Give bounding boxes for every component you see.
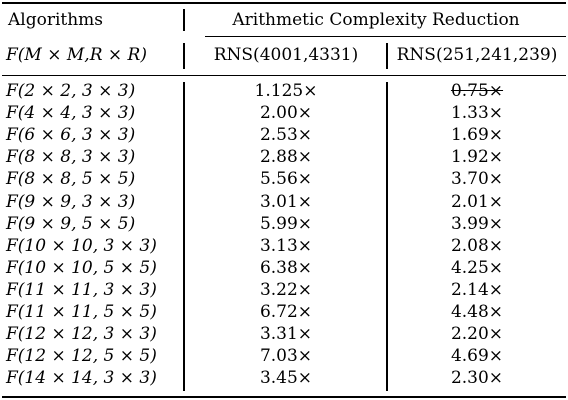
rns251-value-cell: 4.48× xyxy=(450,302,504,322)
rns4001-value-cell: 7.03× xyxy=(259,346,313,367)
rns251-value-cell: 2.14× xyxy=(450,279,504,300)
header-vrule-3 xyxy=(386,43,388,69)
rns4001-value-cell: 1.125× xyxy=(254,81,318,101)
algorithm-cell: F(12 × 12, 5 × 5) xyxy=(6,346,157,367)
header-bottom-rule xyxy=(2,75,566,76)
algorithm-cell: F(2 × 2, 3 × 3) xyxy=(6,81,136,101)
rns4001-value-cell: 3.31× xyxy=(259,324,313,345)
algorithm-cell: F(6 × 6, 3 × 3) xyxy=(6,125,136,146)
rns4001-value-cell: 5.56× xyxy=(259,169,313,190)
top-rule xyxy=(2,2,566,4)
rns4001-value-cell: 5.99× xyxy=(259,213,313,234)
header-mid-rule xyxy=(205,36,566,37)
algorithm-cell: F(4 × 4, 3 × 3) xyxy=(6,103,136,124)
header-vrule-2 xyxy=(183,43,185,69)
header-col2: RNS(251,241,239) xyxy=(396,45,558,65)
rns4001-value-cell: 2.53× xyxy=(259,125,313,146)
rns251-value-cell: 2.30× xyxy=(450,368,504,389)
rns251-value-cell: 3.99× xyxy=(450,213,504,234)
algorithm-cell: F(8 × 8, 3 × 3) xyxy=(6,147,136,168)
algorithm-cell: F(11 × 11, 3 × 3) xyxy=(6,279,157,300)
header-param: F(M × M,R × R) xyxy=(6,45,147,65)
algorithm-cell: F(12 × 12, 3 × 3) xyxy=(6,324,157,345)
rns251-value-cell: 2.08× xyxy=(450,235,504,256)
rns251-value-cell: 1.33× xyxy=(450,103,504,124)
rns251-value-cell: 3.70× xyxy=(450,169,504,190)
rns251-value-cell: 1.69× xyxy=(450,125,504,146)
algorithm-cell: F(9 × 9, 3 × 3) xyxy=(6,191,136,212)
header-col1: RNS(4001,4331) xyxy=(213,45,359,65)
body-vrule-2 xyxy=(386,82,388,391)
rns4001-value-cell: 3.22× xyxy=(259,279,313,300)
body-vrule-1 xyxy=(183,82,185,391)
algorithm-cell: F(9 × 9, 5 × 5) xyxy=(6,213,136,234)
rns4001-value-cell: 6.72× xyxy=(259,302,313,322)
rns251-value-cell: 1.92× xyxy=(450,147,504,168)
rns4001-value-cell: 2.88× xyxy=(259,147,313,168)
rns4001-value-cell: 6.38× xyxy=(259,257,313,278)
rns4001-value-cell: 3.13× xyxy=(259,235,313,256)
algorithm-cell: F(11 × 11, 5 × 5) xyxy=(6,302,157,322)
algorithm-cell: F(10 × 10, 5 × 5) xyxy=(6,257,157,278)
rns251-value-cell: 2.20× xyxy=(450,324,504,345)
header-vrule-1 xyxy=(183,9,185,31)
algorithm-cell: F(14 × 14, 3 × 3) xyxy=(6,368,157,389)
header-algorithms: Algorithms xyxy=(8,10,104,30)
algorithm-cell: F(10 × 10, 3 × 3) xyxy=(6,235,157,256)
header-group: Arithmetic Complexity Reduction xyxy=(232,10,520,30)
algorithm-cell: F(8 × 8, 5 × 5) xyxy=(6,169,136,190)
rns251-value-cell: 0.75× xyxy=(450,81,504,101)
rns4001-value-cell: 3.01× xyxy=(259,191,313,212)
rns251-value-cell: 4.25× xyxy=(450,257,504,278)
rns4001-value-cell: 3.45× xyxy=(259,368,313,389)
rns251-value-cell: 2.01× xyxy=(450,191,504,212)
bottom-rule xyxy=(2,396,566,398)
rns251-value-cell: 4.69× xyxy=(450,346,504,367)
rns4001-value-cell: 2.00× xyxy=(259,103,313,124)
